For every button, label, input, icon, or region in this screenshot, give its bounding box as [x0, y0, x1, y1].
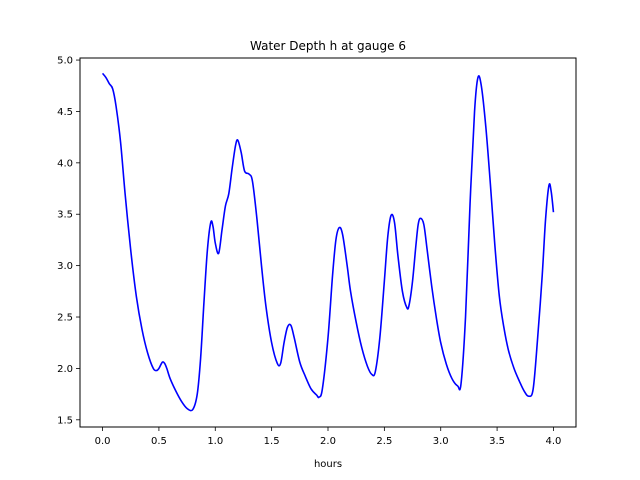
x-axis-label: hours — [314, 459, 342, 470]
x-tick-label: 4.0 — [546, 436, 562, 447]
x-tick-label: 1.5 — [264, 436, 280, 447]
y-tick-label: 4.0 — [57, 158, 73, 169]
x-tick-label: 1.0 — [207, 436, 223, 447]
x-tick-label: 2.0 — [320, 436, 336, 447]
y-tick-label: 3.0 — [57, 261, 73, 272]
y-tick-label: 2.5 — [57, 313, 73, 324]
x-tick-label: 2.5 — [376, 436, 392, 447]
series-line-water-depth — [101, 72, 555, 412]
x-tick-label: 3.5 — [489, 436, 505, 447]
data-layer — [101, 72, 555, 412]
chart-title: Water Depth h at gauge 6 — [250, 39, 406, 53]
y-tick-label: 3.5 — [57, 210, 73, 221]
y-tick-label: 2.0 — [57, 364, 73, 375]
x-axis: 0.0 0.5 1.0 1.5 2.0 2.5 3.0 3.5 4.0 — [95, 427, 562, 447]
x-tick-label: 0.5 — [151, 436, 167, 447]
x-tick-label: 3.0 — [433, 436, 449, 447]
y-tick-label: 5.0 — [57, 56, 73, 67]
y-tick-label: 4.5 — [57, 107, 73, 118]
x-tick-label: 0.0 — [95, 436, 111, 447]
y-axis: 1.5 2.0 2.5 3.0 3.5 4.0 4.5 5.0 — [57, 56, 80, 426]
y-tick-label: 1.5 — [57, 415, 73, 426]
plot-area-frame — [79, 57, 577, 428]
